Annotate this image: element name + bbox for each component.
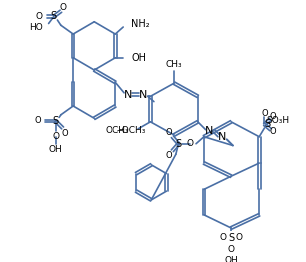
Text: O: O <box>35 12 43 21</box>
Text: HO: HO <box>29 23 43 31</box>
Text: N: N <box>123 90 132 100</box>
Text: O: O <box>34 116 41 125</box>
Text: O: O <box>270 127 277 136</box>
Text: O: O <box>166 151 172 160</box>
Text: O: O <box>166 128 172 137</box>
Text: OH: OH <box>132 53 147 63</box>
Text: O: O <box>62 129 69 138</box>
Text: OH: OH <box>49 145 62 154</box>
Text: OH: OH <box>224 256 238 262</box>
Text: CH₃: CH₃ <box>166 60 182 69</box>
Text: ‒OCH₃: ‒OCH₃ <box>116 126 146 135</box>
Text: S: S <box>51 12 57 21</box>
Text: S: S <box>175 139 181 149</box>
Text: O: O <box>269 112 276 121</box>
Text: OCH₃: OCH₃ <box>106 126 129 135</box>
Text: O: O <box>261 108 268 118</box>
Text: SO₃H: SO₃H <box>266 116 289 124</box>
Text: S: S <box>228 233 234 243</box>
Text: O: O <box>236 233 243 242</box>
Text: S: S <box>264 119 271 129</box>
Text: O: O <box>220 233 227 242</box>
Text: O: O <box>186 139 193 148</box>
Text: N: N <box>205 125 213 135</box>
Text: O: O <box>228 244 235 254</box>
Text: S: S <box>53 116 59 126</box>
Text: N: N <box>218 132 226 142</box>
Text: N: N <box>139 90 147 100</box>
Text: NH₂: NH₂ <box>131 19 150 29</box>
Text: O: O <box>52 132 59 141</box>
Text: O: O <box>59 3 66 12</box>
